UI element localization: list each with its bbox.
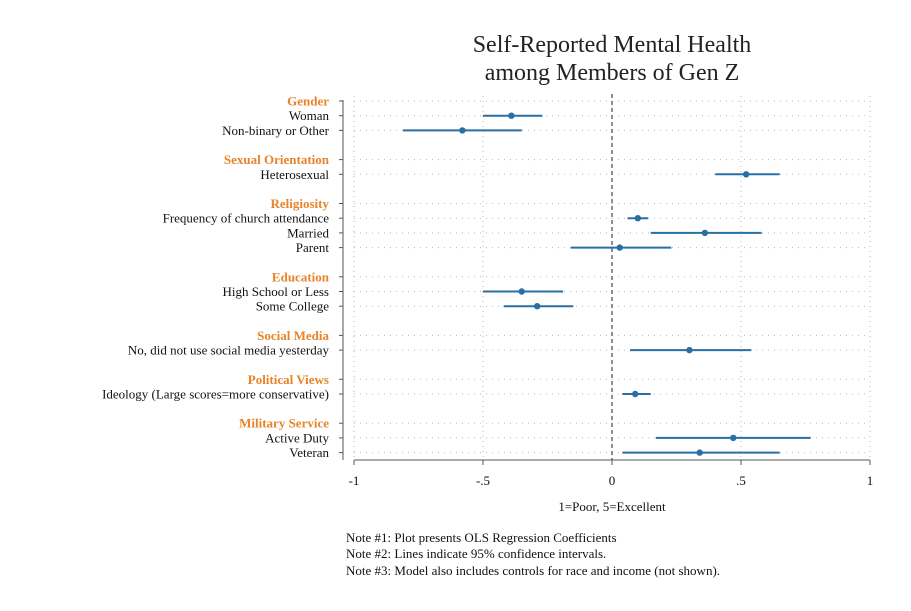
row-label: No, did not use social media yesterday xyxy=(128,343,330,358)
row-label: Heterosexual xyxy=(260,167,329,182)
note-2: Note #2: Lines indicate 95% confidence i… xyxy=(346,546,606,561)
group-label: Gender xyxy=(287,94,329,109)
estimate-point xyxy=(508,112,515,119)
row-label: Active Duty xyxy=(265,430,329,445)
x-axis-label: 1=Poor, 5=Excellent xyxy=(558,499,666,514)
row-label: Non-binary or Other xyxy=(222,123,330,138)
estimate-point xyxy=(730,434,737,442)
chart-title-line-1: Self-Reported Mental Health xyxy=(473,32,752,58)
estimate-point xyxy=(701,229,709,237)
x-tick-label: .5 xyxy=(736,473,746,488)
x-tick-label: 0 xyxy=(609,473,616,488)
row-label: Ideology (Large scores=more conservative… xyxy=(102,387,329,402)
estimate-point xyxy=(686,346,693,354)
x-tick-labels: -1 -.5 0 .5 1 xyxy=(349,460,874,488)
row-label: Married xyxy=(287,225,329,240)
chart-title-line-2: among Members of Gen Z xyxy=(485,60,740,86)
group-label: Military Service xyxy=(239,416,329,431)
row-label: Some College xyxy=(256,299,330,314)
group-label: Political Views xyxy=(248,372,329,387)
row-label: Woman xyxy=(289,108,330,123)
estimate-point xyxy=(533,303,541,310)
coefficient-marks xyxy=(403,112,811,456)
group-label: Religiosity xyxy=(271,196,330,211)
estimate-point xyxy=(459,127,466,134)
note-1: Note #1: Plot presents OLS Regression Co… xyxy=(346,530,617,545)
row-label: Parent xyxy=(296,240,330,255)
x-tick-label: -1 xyxy=(349,473,360,488)
axes xyxy=(342,100,870,461)
x-tick-label: -.5 xyxy=(476,473,490,488)
estimate-point xyxy=(616,244,623,251)
estimate-point xyxy=(742,171,750,178)
estimate-point xyxy=(632,390,639,398)
estimate-point xyxy=(634,215,641,222)
row-label: High School or Less xyxy=(222,284,329,299)
note-3: Note #3: Model also includes controls fo… xyxy=(346,563,720,578)
row-label: Frequency of church attendance xyxy=(163,211,330,226)
estimate-point xyxy=(696,449,703,456)
group-label: Social Media xyxy=(257,328,329,343)
row-label: Veteran xyxy=(289,445,329,460)
x-tick-label: 1 xyxy=(867,473,874,488)
group-label: Education xyxy=(272,269,330,284)
estimate-point xyxy=(518,288,525,295)
group-label: Sexual Orientation xyxy=(224,152,330,167)
